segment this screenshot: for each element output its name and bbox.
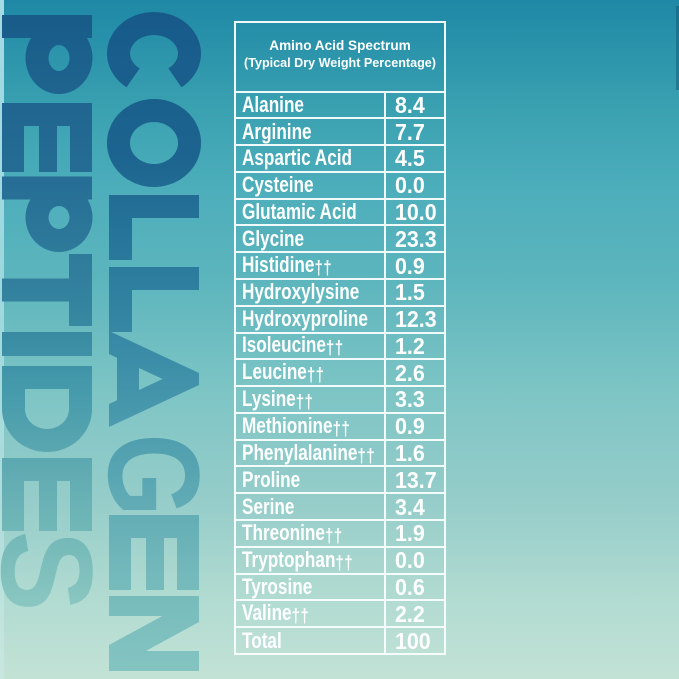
svg-text:G: G — [81, 434, 227, 517]
svg-text:S: S — [0, 531, 120, 612]
